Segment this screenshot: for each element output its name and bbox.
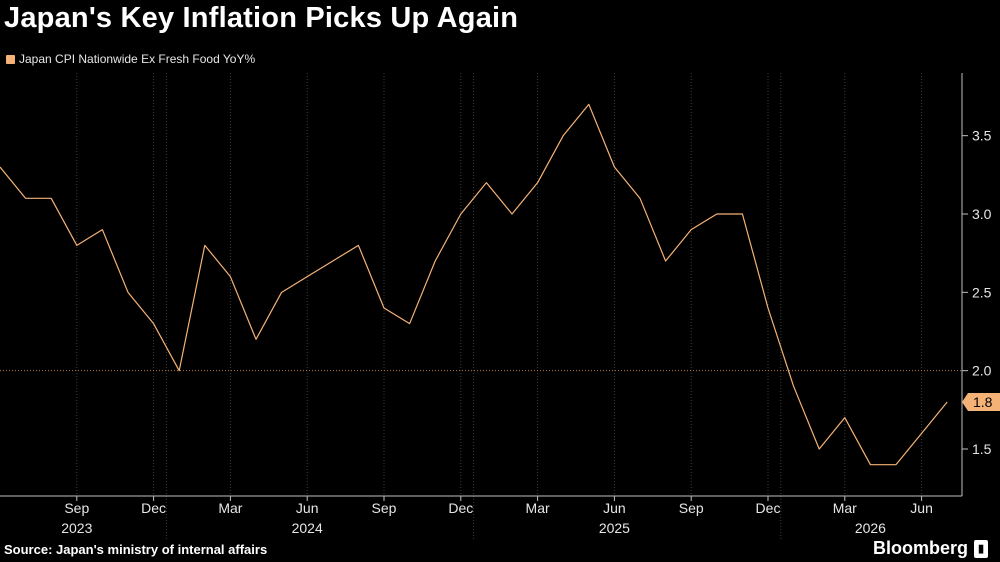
brand-logo: Bloomberg ▮ xyxy=(873,538,989,559)
y-tick-label: 2.0 xyxy=(972,363,992,379)
x-tick-label: Jun xyxy=(296,500,319,516)
bloomberg-terminal-icon: ▮ xyxy=(974,539,989,558)
y-tick-label: 3.5 xyxy=(972,128,992,144)
x-year-label: 2026 xyxy=(855,520,886,536)
y-tick-label: 2.5 xyxy=(972,284,992,300)
x-tick-label: Jun xyxy=(910,500,933,516)
x-year-label: 2024 xyxy=(292,520,323,536)
last-value-label: 1.8 xyxy=(973,394,993,410)
x-tick-label: Dec xyxy=(448,500,473,516)
last-value-badge-shape xyxy=(962,393,1000,411)
y-tick-label: 1.5 xyxy=(972,441,992,457)
series-line xyxy=(0,103,948,466)
x-tick-label: Mar xyxy=(526,500,550,516)
last-value-badge: 1.8 xyxy=(962,393,1000,411)
x-tick-label: Jun xyxy=(603,500,626,516)
legend-swatch xyxy=(6,54,15,64)
x-year-label: 2025 xyxy=(599,520,630,536)
chart-title: Japan's Key Inflation Picks Up Again xyxy=(4,2,519,34)
legend: Japan CPI Nationwide Ex Fresh Food YoY% xyxy=(6,52,255,66)
x-tick-label: Dec xyxy=(141,500,166,516)
y-tick-label: 3.0 xyxy=(972,206,992,222)
x-year-label: 2023 xyxy=(61,520,92,536)
x-tick-label: Sep xyxy=(372,500,397,516)
x-tick-label: Sep xyxy=(64,500,89,516)
legend-label: Japan CPI Nationwide Ex Fresh Food YoY% xyxy=(19,52,256,66)
brand-name: Bloomberg xyxy=(873,538,969,558)
x-tick-label: Mar xyxy=(833,500,857,516)
x-tick-label: Mar xyxy=(218,500,242,516)
x-tick-label: Sep xyxy=(679,500,704,516)
x-tick-label: Dec xyxy=(756,500,781,516)
source-note: Source: Japan's ministry of internal aff… xyxy=(4,542,268,557)
